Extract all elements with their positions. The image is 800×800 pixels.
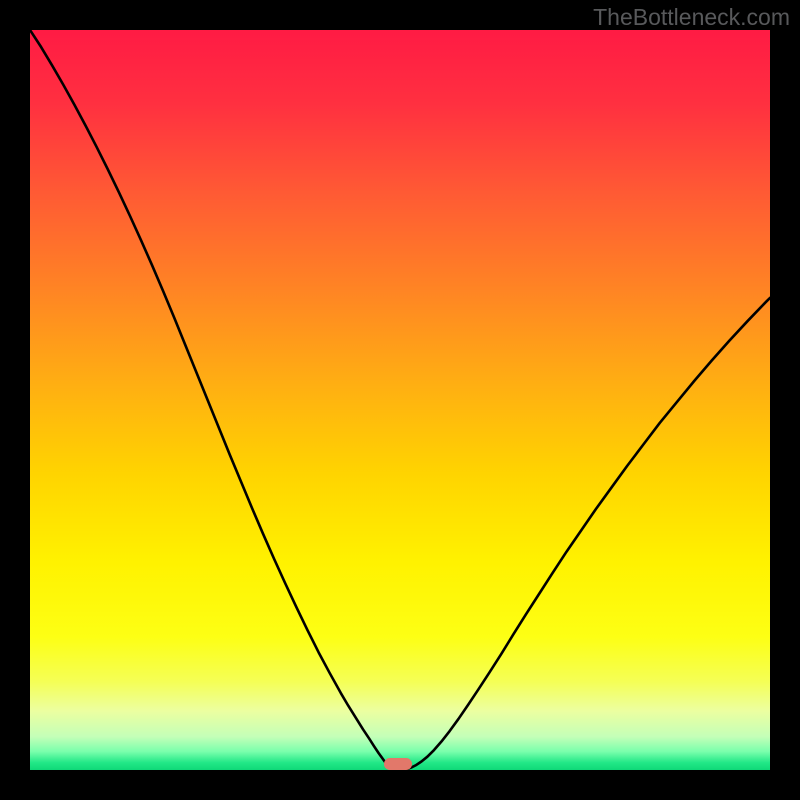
curve-svg [30,30,770,770]
plot-area [30,30,770,770]
chart-stage: TheBottleneck.com [0,0,800,800]
bottleneck-curve [30,30,770,770]
optimal-marker [384,758,412,770]
watermark-text: TheBottleneck.com [593,4,790,31]
